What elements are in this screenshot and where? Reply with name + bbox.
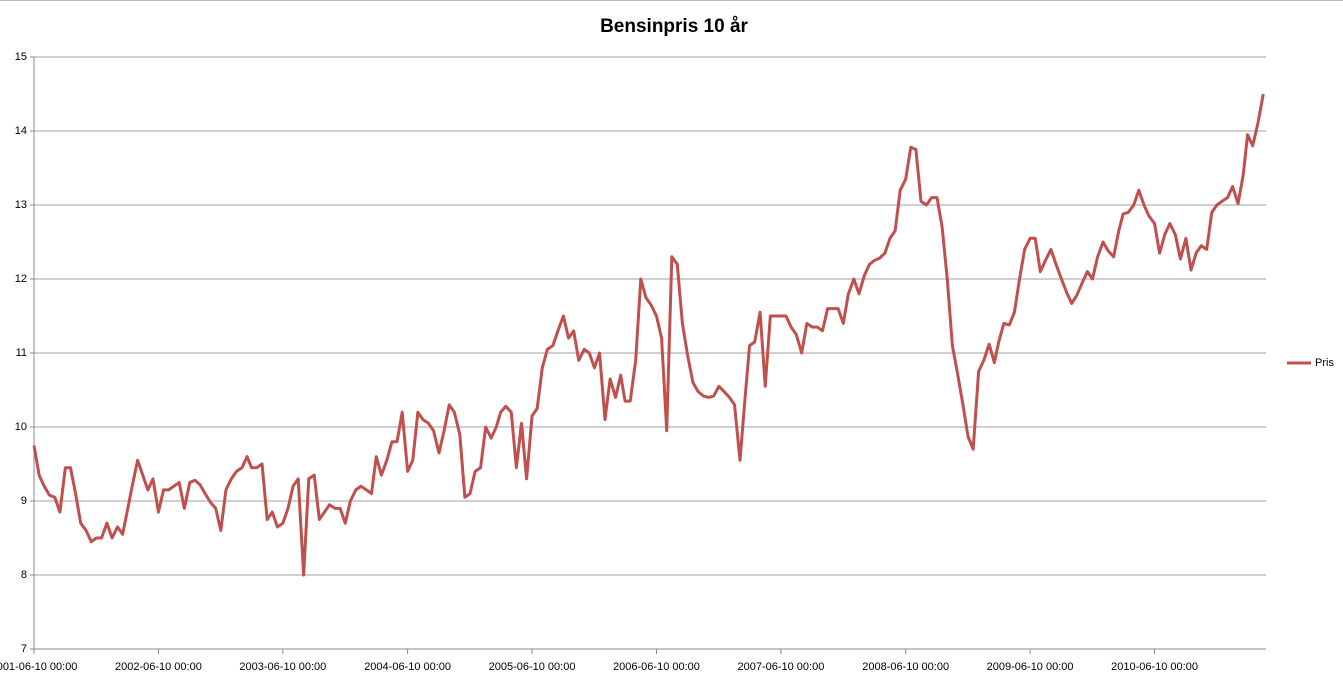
y-tick-label: 15 xyxy=(15,51,27,63)
chart-title: Bensinpris 10 år xyxy=(600,16,748,37)
x-tick-label: 2008-06-10 00:00 xyxy=(862,661,949,673)
y-tick-label: 11 xyxy=(16,347,27,359)
y-tick-label: 13 xyxy=(15,199,27,211)
x-tick-label: 2006-06-10 00:00 xyxy=(613,661,700,673)
x-tick-label: 2005-06-10 00:00 xyxy=(489,661,576,673)
y-tick-label: 14 xyxy=(15,125,27,137)
x-tick-label: 2002-06-10 00:00 xyxy=(115,661,202,673)
y-tick-label: 9 xyxy=(21,495,27,507)
x-tick-label: 2001-06-10 00:00 xyxy=(0,661,77,673)
x-tick-label: 2003-06-10 00:00 xyxy=(239,661,326,673)
y-tick-label: 10 xyxy=(15,421,27,433)
data-line xyxy=(32,93,1265,577)
x-tick-label: 2007-06-10 00:00 xyxy=(737,661,824,673)
y-tick-label: 8 xyxy=(21,569,27,581)
x-tick-label: 2004-06-10 00:00 xyxy=(364,661,451,673)
legend-label: Pris xyxy=(1315,357,1334,369)
y-tick-label: 12 xyxy=(15,273,27,285)
x-tick-label: 2010-06-10 00:00 xyxy=(1111,661,1198,673)
y-tick-label: 7 xyxy=(21,643,27,655)
x-tick-label: 2009-06-10 00:00 xyxy=(987,661,1074,673)
